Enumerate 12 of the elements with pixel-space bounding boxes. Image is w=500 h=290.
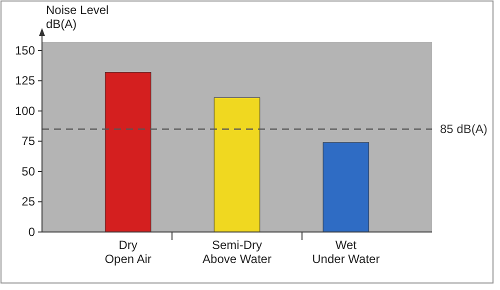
y-tick-label: 150 — [14, 43, 36, 58]
x-tick-label: Wet Under Water — [312, 238, 380, 266]
y-tick-label: 75 — [22, 134, 36, 148]
x-tick-label: Dry Open Air — [104, 238, 152, 266]
y-tick-label: 100 — [14, 104, 36, 118]
y-tick-label: 125 — [14, 74, 36, 88]
y-tick-label: 0 — [28, 225, 36, 239]
y-axis-title: Noise Level dB(A) — [46, 3, 109, 31]
y-tick-label: 50 — [22, 164, 36, 178]
ref-line-label: 85 dB(A) — [440, 122, 488, 136]
y-tick-label: 25 — [22, 194, 36, 209]
x-tick-label: Semi-Dry Above Water — [202, 238, 272, 266]
